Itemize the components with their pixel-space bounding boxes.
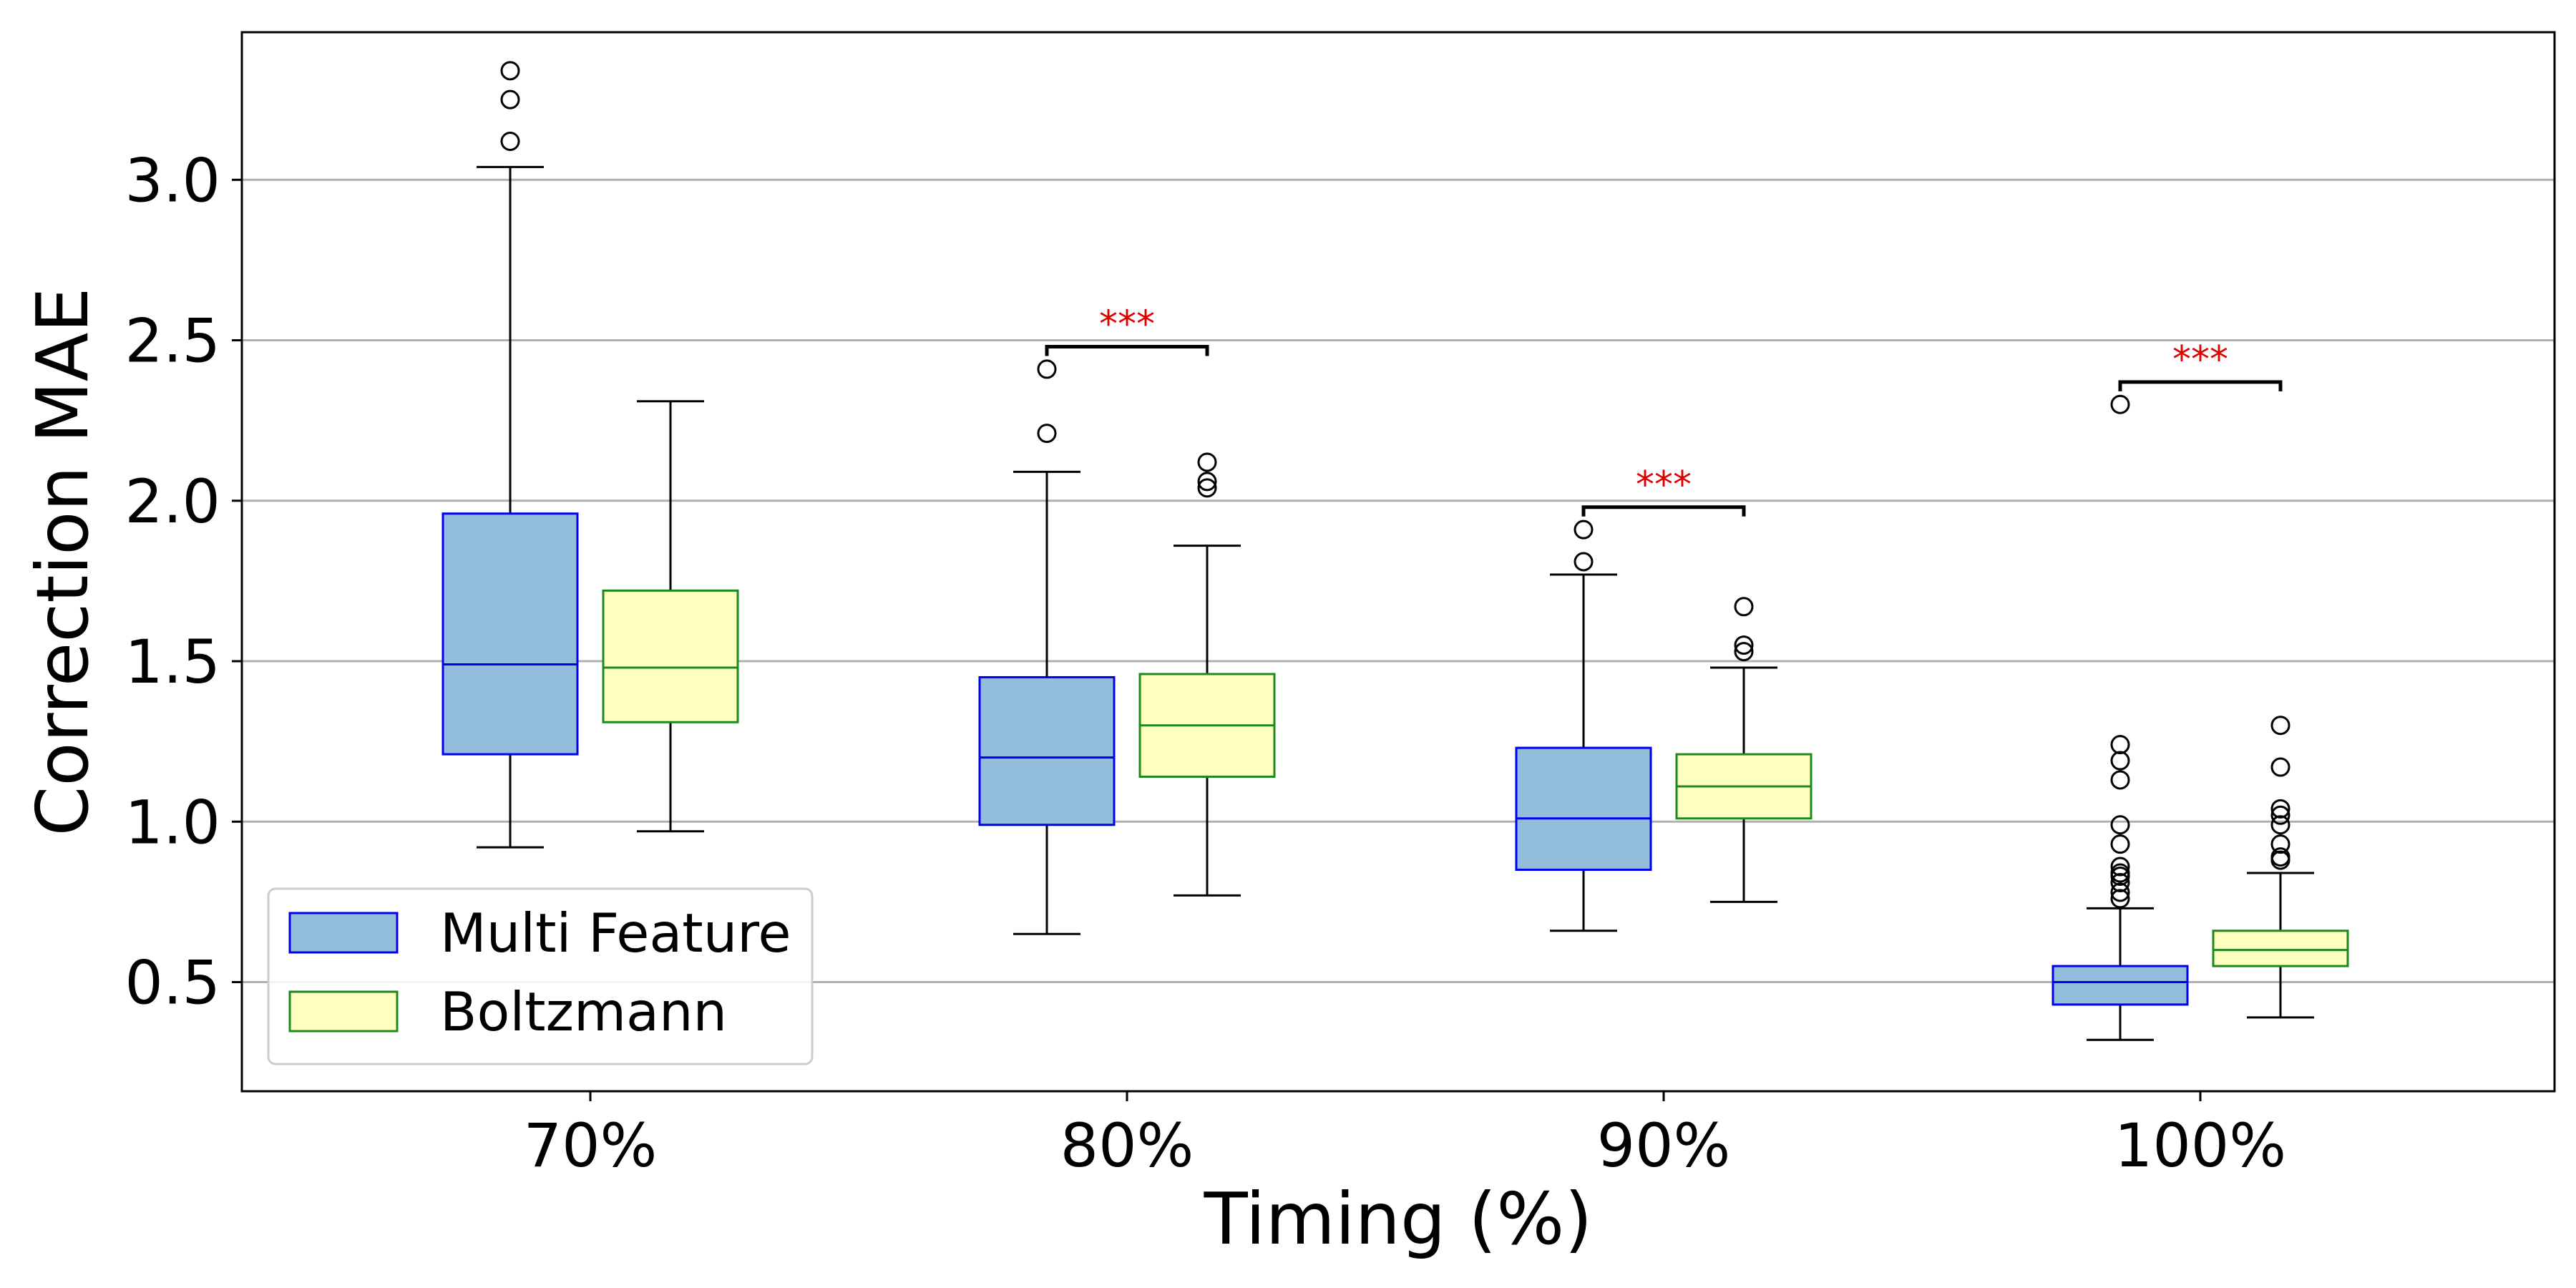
x-tick-label: 90% [1597, 1111, 1731, 1181]
y-tick-label: 2.0 [125, 467, 220, 537]
plot-frame [240, 31, 2556, 1093]
outlier-point [2270, 847, 2290, 867]
box-boltzmann-90pct [1675, 597, 1813, 903]
significance-label: *** [2172, 338, 2228, 381]
outlier-point [1197, 452, 1217, 472]
y-tick-label: 2.5 [125, 306, 220, 376]
box-multi-feature-70pct [441, 61, 579, 849]
outlier-point [1197, 478, 1217, 498]
box-body [1515, 746, 1652, 872]
y-gridlines [242, 178, 2555, 984]
y-tick-label: 0.5 [125, 948, 220, 1018]
outlier-point [1574, 519, 1594, 540]
outlier-point [500, 89, 520, 109]
legend-swatch-boltzmann [288, 990, 399, 1033]
outlier-point [2110, 889, 2130, 909]
outlier-point [2110, 815, 2130, 835]
legend: Multi Feature Boltzmann [267, 887, 814, 1065]
legend-label-multi-feature: Multi Feature [440, 902, 791, 965]
y-tick-label: 1.0 [125, 787, 220, 857]
outlier-point [1734, 597, 1754, 617]
box-multi-feature-90pct [1515, 519, 1652, 932]
outlier-point [500, 61, 520, 81]
x-axis-ticks: 70% 80% 90% 100% [524, 1091, 2286, 1181]
x-tick-label: 100% [2114, 1111, 2286, 1181]
outlier-point [2110, 770, 2130, 790]
box-body [978, 675, 1116, 826]
box-multi-feature-80pct [978, 359, 1116, 935]
box-body [2051, 965, 2189, 1006]
significance-bracket [1581, 505, 1746, 517]
outlier-point [1037, 424, 1057, 444]
outlier-point [1734, 635, 1754, 655]
box-multi-feature-100pct [2051, 394, 2189, 1041]
legend-swatch-multi-feature [288, 912, 399, 954]
box-boltzmann-100pct [2212, 716, 2349, 1019]
box-boltzmann-80pct [1138, 452, 1276, 897]
x-axis-label: Timing (%) [1204, 1177, 1593, 1261]
y-tick-label: 3.0 [125, 145, 220, 215]
outlier-point [2110, 735, 2130, 755]
significance-bracket [1045, 345, 1209, 356]
box-body [441, 512, 579, 756]
outlier-point [2110, 863, 2130, 883]
outlier-point [500, 131, 520, 151]
y-tick-label: 1.5 [125, 627, 220, 697]
outlier-point [1734, 642, 1754, 662]
x-tick-label: 80% [1060, 1111, 1194, 1181]
outlier-point [2110, 751, 2130, 771]
x-tick-label: 70% [524, 1111, 658, 1181]
outlier-point [2270, 815, 2290, 835]
outlier-point [2270, 799, 2290, 819]
y-axis-label: Correction MAE [21, 288, 104, 836]
outlier-point [2110, 872, 2130, 892]
outlier-point [2110, 834, 2130, 854]
y-axis-ticks: 0.5 1.0 1.5 2.0 2.5 3.0 [125, 145, 242, 1018]
outlier-point [2270, 757, 2290, 777]
legend-label-boltzmann: Boltzmann [440, 980, 727, 1043]
outlier-point [2110, 394, 2130, 414]
box-plots [441, 61, 2349, 1041]
box-body [2212, 930, 2349, 967]
significance-annotations: *** *** *** [1045, 303, 2283, 517]
significance-label: *** [1636, 464, 1692, 507]
legend-frame [267, 887, 814, 1065]
outlier-point [2270, 805, 2290, 825]
outlier-point [1197, 472, 1217, 492]
box-body [602, 589, 739, 723]
outlier-point [1574, 552, 1594, 572]
significance-bracket [2118, 380, 2283, 391]
outlier-point [1037, 359, 1057, 379]
outlier-point [2270, 716, 2290, 736]
significance-label: *** [1099, 303, 1155, 346]
outlier-point [2110, 857, 2130, 877]
outlier-point [2270, 834, 2290, 854]
outlier-point [2110, 882, 2130, 902]
box-boltzmann-70pct [602, 400, 739, 833]
